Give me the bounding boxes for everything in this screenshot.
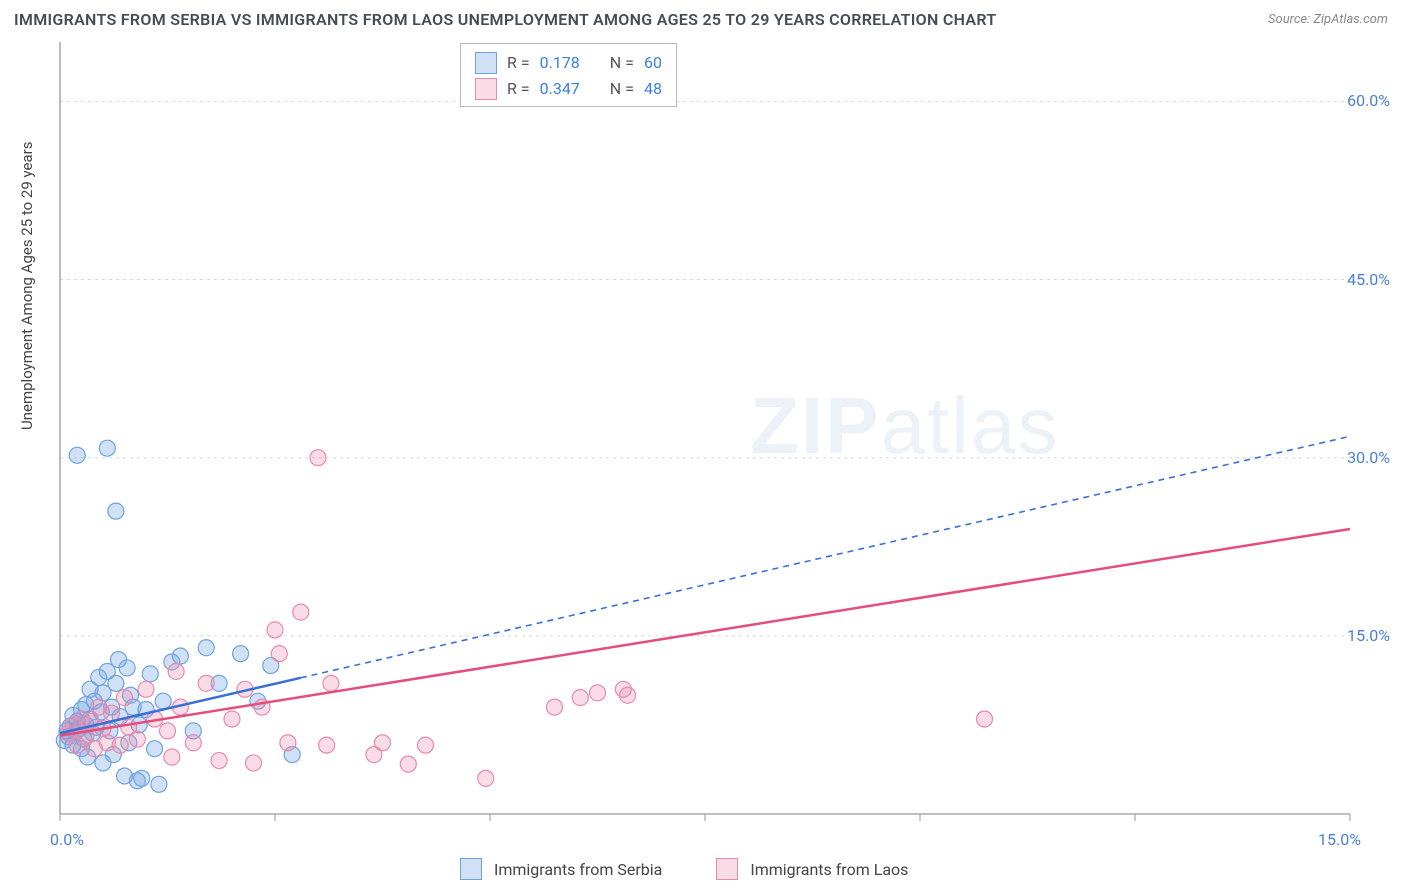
data-point [108, 675, 124, 691]
y-axis-label: Unemployment Among Ages 25 to 29 years [18, 142, 36, 430]
data-point [104, 705, 120, 721]
series-legend: Immigrants from Serbia Immigrants from L… [460, 858, 908, 880]
stats-row-serbia: R = 0.178 N = 60 [475, 50, 662, 76]
data-point [620, 687, 636, 703]
data-point [547, 699, 563, 715]
n-value-laos: 48 [644, 76, 662, 102]
x-tick-min: 0.0% [50, 830, 84, 849]
series-label-laos: Immigrants from Laos [750, 860, 908, 879]
r-value-laos: 0.347 [540, 76, 580, 102]
y-tick-label: 30.0% [1347, 448, 1390, 467]
y-tick-label: 60.0% [1347, 91, 1390, 110]
data-point [418, 737, 434, 753]
n-label: N = [610, 76, 634, 102]
r-value-serbia: 0.178 [540, 50, 580, 76]
y-tick-label: 15.0% [1347, 626, 1390, 645]
n-value-serbia: 60 [644, 50, 662, 76]
trend-line [60, 529, 1350, 736]
data-point [211, 753, 227, 769]
data-point [271, 646, 287, 662]
data-point [119, 660, 135, 676]
data-point [977, 711, 993, 727]
trend-line-dashed [301, 436, 1350, 677]
data-point [117, 690, 133, 706]
data-point [375, 735, 391, 751]
data-point [108, 503, 124, 519]
stats-row-laos: R = 0.347 N = 48 [475, 76, 662, 102]
data-point [99, 440, 115, 456]
chart-title: IMMIGRANTS FROM SERBIA VS IMMIGRANTS FRO… [14, 10, 996, 29]
data-point [160, 723, 176, 739]
data-point [112, 737, 128, 753]
stats-legend: R = 0.178 N = 60 R = 0.347 N = 48 [460, 43, 677, 107]
data-point [572, 690, 588, 706]
chart-container: IMMIGRANTS FROM SERBIA VS IMMIGRANTS FRO… [0, 0, 1406, 892]
data-point [172, 648, 188, 664]
data-point [590, 685, 606, 701]
r-label: R = [507, 50, 530, 76]
data-point [164, 749, 180, 765]
data-point [478, 770, 494, 786]
n-label: N = [610, 50, 634, 76]
swatch-serbia [460, 858, 482, 880]
data-point [168, 663, 184, 679]
series-label-serbia: Immigrants from Serbia [494, 860, 662, 879]
swatch-serbia [475, 52, 497, 74]
data-point [233, 646, 249, 662]
data-point [319, 737, 335, 753]
data-point [138, 681, 154, 697]
data-point [134, 770, 150, 786]
swatch-laos [716, 858, 738, 880]
data-point [267, 622, 283, 638]
r-label: R = [507, 76, 530, 102]
data-point [151, 776, 167, 792]
data-point [198, 640, 214, 656]
data-point [142, 666, 158, 682]
y-tick-label: 45.0% [1347, 270, 1390, 289]
source-citation: Source: ZipAtlas.com [1268, 12, 1388, 27]
x-tick-max: 15.0% [1318, 830, 1361, 849]
data-point [310, 450, 326, 466]
swatch-laos [475, 78, 497, 100]
data-point [185, 735, 201, 751]
data-point [293, 604, 309, 620]
data-point [400, 756, 416, 772]
data-point [147, 741, 163, 757]
data-point [198, 675, 214, 691]
data-point [224, 711, 240, 727]
data-point [155, 693, 171, 709]
scatter-plot [48, 40, 1390, 860]
data-point [323, 675, 339, 691]
data-point [69, 447, 85, 463]
data-point [280, 735, 296, 751]
data-point [129, 731, 145, 747]
data-point [246, 755, 262, 771]
